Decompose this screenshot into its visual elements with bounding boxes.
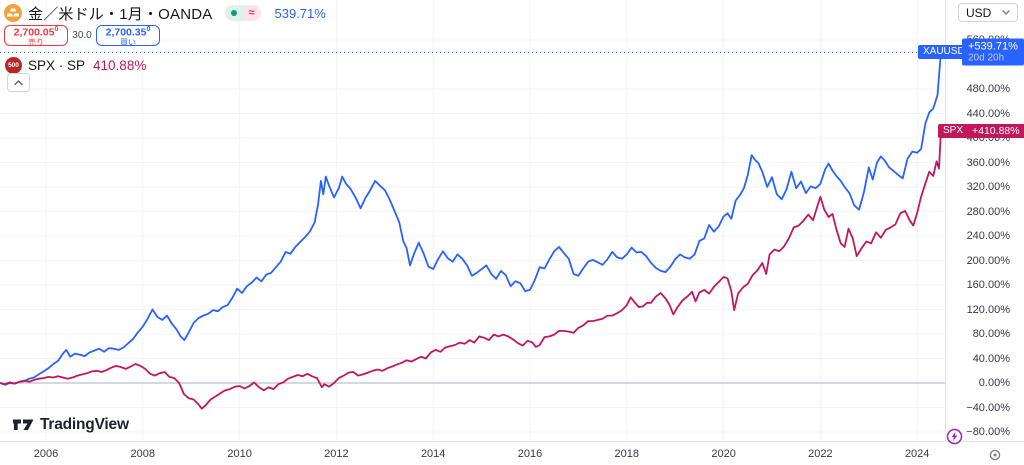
- sp500-badge-icon: 500: [5, 56, 22, 74]
- price-tick-label: 320.00%: [966, 181, 1010, 193]
- currency-selector[interactable]: USD: [958, 3, 1018, 22]
- tradingview-logo-icon: [13, 419, 34, 430]
- price-tick-label: 240.00%: [966, 230, 1010, 242]
- buy-button[interactable]: 2,700.350 買い: [96, 25, 160, 48]
- axis-settings-button[interactable]: [988, 448, 1002, 462]
- time-tick-label: 2024: [904, 448, 930, 460]
- currency-value: USD: [966, 5, 992, 20]
- lightning-icon: [946, 428, 963, 445]
- buy-price-sup: 0: [146, 25, 151, 33]
- time-axis[interactable]: 2006 2008 2010 2012 2014 2016 2018 2020 2022 2024: [0, 441, 1024, 465]
- sell-price: 2,700.05: [13, 26, 55, 39]
- time-tick-label: 2020: [711, 448, 736, 460]
- symbol-change-percent: 539.71%: [274, 5, 326, 21]
- tradingview-watermark[interactable]: TradingView: [13, 416, 129, 434]
- price-tick-label: 0.00%: [978, 377, 1010, 389]
- price-tick-label: 120.00%: [966, 303, 1010, 316]
- tradingview-brand-text: TradingView: [40, 416, 129, 433]
- chevron-down-icon: [1002, 10, 1010, 15]
- sell-button[interactable]: 2,700.050 売り: [4, 25, 68, 48]
- chevron-up-icon: [14, 79, 23, 85]
- time-tick-label: 2022: [808, 448, 833, 460]
- time-tick-label: 2010: [227, 448, 252, 460]
- symbol-header: 金／米ドル・1月・OANDA ≈ 539.71%: [4, 3, 326, 23]
- xauusd-series-tag: XAUUSD: [918, 45, 970, 60]
- gold-icon: [4, 4, 22, 22]
- time-tick-label: 2016: [517, 448, 543, 460]
- boost-button[interactable]: [946, 428, 963, 445]
- spx-series-tag: SPX: [938, 124, 969, 139]
- price-tick-label: 480.00%: [966, 83, 1010, 95]
- market-status-badges: ≈: [224, 5, 261, 21]
- market-open-dot-icon: [224, 5, 243, 21]
- time-tick-label: 2014: [420, 448, 446, 460]
- sell-price-sup: 0: [54, 25, 59, 33]
- time-tick-label: 2018: [614, 448, 640, 460]
- symbol-title[interactable]: 金／米ドル・1月・OANDA: [28, 5, 213, 23]
- spread-value: 30.0: [72, 30, 92, 41]
- collapse-legend-button[interactable]: [7, 73, 30, 92]
- buy-price: 2,700.35: [105, 26, 147, 39]
- xauusd-price-value: +539.71%: [968, 40, 1018, 53]
- compare-series-row[interactable]: 500 SPX · SP 410.88%: [5, 56, 146, 74]
- gear-icon: [989, 449, 1001, 461]
- series-line-xauusd: [0, 51, 942, 386]
- chart-canvas[interactable]: [0, 0, 945, 441]
- price-tick-label: 160.00%: [966, 279, 1010, 291]
- price-tick-label: 40.00%: [972, 352, 1010, 365]
- buy-label: 買い: [120, 38, 136, 48]
- price-tick-label: −40.00%: [966, 401, 1010, 414]
- gridlines: [0, 0, 945, 441]
- spx-price-badge: +410.88%: [966, 124, 1024, 139]
- xauusd-price-badge: +539.71% 20d 20h: [962, 38, 1024, 66]
- price-tick-label: 200.00%: [966, 254, 1010, 267]
- compare-symbol-name: SPX · SP: [28, 57, 86, 73]
- approx-price-icon: ≈: [242, 5, 261, 21]
- series-line-spx: [0, 130, 942, 410]
- time-tick-label: 2006: [33, 448, 59, 460]
- price-axis[interactable]: 560.00%480.00%440.00%400.00%360.00%320.0…: [945, 0, 1024, 441]
- time-tick-label: 2012: [324, 448, 349, 460]
- price-tick-label: 80.00%: [972, 328, 1010, 340]
- xauusd-bar-countdown: 20d 20h: [968, 52, 1005, 64]
- price-tick-label: 360.00%: [966, 156, 1010, 169]
- compare-change-percent: 410.88%: [93, 57, 147, 73]
- sell-label: 売り: [28, 38, 44, 48]
- price-tick-label: −80.00%: [966, 426, 1010, 438]
- time-tick-label: 2008: [130, 448, 156, 460]
- order-panel: 2,700.050 売り 30.0 2,700.350 買い: [4, 25, 160, 48]
- price-tick-label: 280.00%: [966, 205, 1010, 218]
- price-tick-label: 440.00%: [966, 107, 1010, 120]
